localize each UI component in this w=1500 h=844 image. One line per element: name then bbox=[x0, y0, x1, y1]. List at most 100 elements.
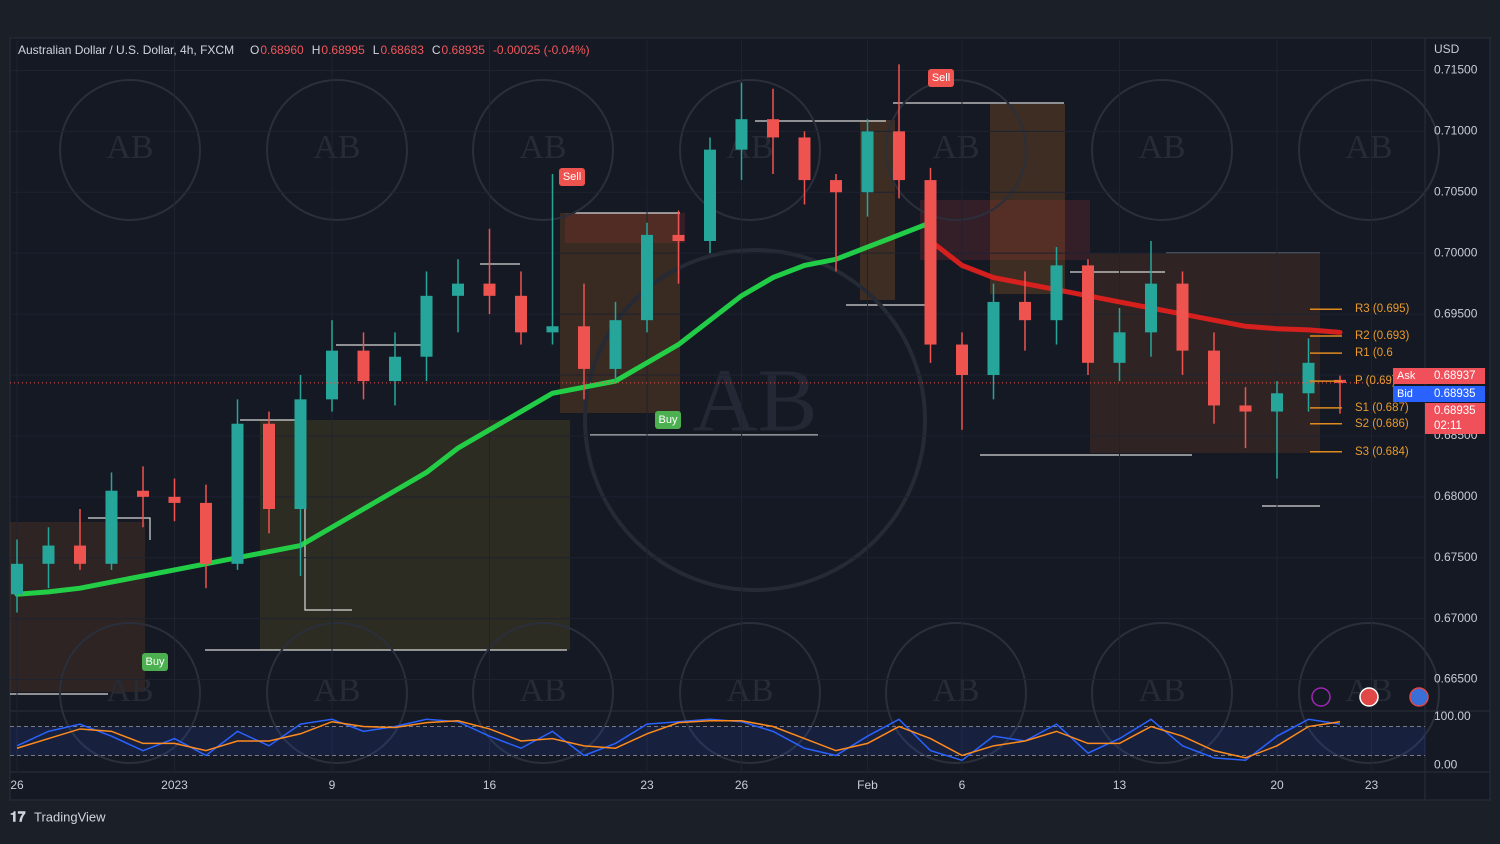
signal-label: Buy bbox=[659, 414, 678, 426]
candle-body bbox=[767, 119, 779, 138]
moving-average bbox=[14, 220, 933, 597]
badge-value: 0.68937 bbox=[1434, 370, 1476, 382]
zone bbox=[1090, 253, 1320, 453]
candle-body bbox=[704, 149, 716, 241]
pivot-label: R1 (0.6 bbox=[1355, 347, 1393, 359]
range-zones bbox=[10, 102, 1320, 695]
candle-body bbox=[105, 490, 118, 564]
ohlc-value: 0.68683 bbox=[380, 43, 424, 57]
y-tick-label: 0.68000 bbox=[1434, 489, 1478, 503]
pivot-label: R3 (0.695) bbox=[1355, 303, 1410, 315]
ohlc-key: C bbox=[432, 43, 441, 57]
candle-body bbox=[987, 301, 1000, 375]
candle-body bbox=[1082, 265, 1094, 363]
candle-body bbox=[1302, 362, 1315, 394]
moving-average bbox=[928, 238, 1343, 335]
watermark: AB bbox=[1345, 129, 1392, 166]
event-icon[interactable] bbox=[1311, 687, 1331, 707]
badge-label: Ask bbox=[1397, 370, 1416, 382]
pivot-label: P (0.69) bbox=[1355, 375, 1396, 387]
pivot-label: R2 (0.693) bbox=[1355, 330, 1410, 342]
x-tick-label: 23 bbox=[1365, 778, 1379, 792]
x-tick-label: 9 bbox=[329, 778, 336, 792]
brand: TradingView bbox=[34, 809, 106, 824]
x-tick-label: 2023 bbox=[161, 778, 188, 792]
badge-value: 0.68935 bbox=[1434, 405, 1476, 417]
candle-body bbox=[231, 423, 244, 564]
candle-body bbox=[74, 545, 86, 564]
candle-body bbox=[546, 326, 559, 333]
zone bbox=[260, 420, 570, 650]
ohlc-value: 0.68935 bbox=[442, 43, 486, 57]
flag-icon[interactable] bbox=[1409, 687, 1429, 707]
badge-label: Bid bbox=[1397, 388, 1413, 400]
watermark: AB bbox=[313, 672, 360, 709]
watermark-ring bbox=[679, 79, 821, 221]
pivot-label: S3 (0.684) bbox=[1355, 446, 1409, 458]
ohlc-key: H bbox=[312, 43, 321, 57]
x-tick-label: 26 bbox=[735, 778, 749, 792]
watermark: AB bbox=[106, 672, 153, 709]
candle-body bbox=[1050, 265, 1063, 321]
watermark: AB bbox=[1138, 129, 1185, 166]
candle-body bbox=[735, 119, 748, 150]
watermark: AB bbox=[932, 672, 979, 709]
watermark-ring bbox=[1091, 79, 1233, 221]
candle-body bbox=[168, 496, 181, 503]
flag-icon[interactable] bbox=[1359, 687, 1379, 707]
ohlc-value: 0.68960 bbox=[260, 43, 304, 57]
price-badge bbox=[1393, 368, 1485, 384]
osc-tick-label: 100.00 bbox=[1434, 709, 1471, 723]
candle-body bbox=[641, 234, 653, 321]
watermarks: ABABABABABABABABABABABABABABAB bbox=[59, 79, 1440, 764]
chart-frame bbox=[9, 37, 1491, 801]
watermark-ring bbox=[885, 622, 1027, 764]
x-tick-label: Feb bbox=[857, 778, 878, 792]
watermark: AB bbox=[932, 129, 979, 166]
watermark-ring bbox=[59, 622, 201, 764]
badge-value: 0.68935 bbox=[1434, 388, 1476, 400]
candle-body bbox=[515, 295, 527, 333]
watermark-ring bbox=[583, 248, 927, 592]
badge-timer: 02:11 bbox=[1434, 420, 1462, 432]
symbol: Australian Dollar / U.S. Dollar, 4h, FXC… bbox=[18, 43, 234, 57]
signal-badge bbox=[655, 411, 681, 429]
osc-tick-label: 0.00 bbox=[1434, 757, 1458, 771]
x-tick-label: 16 bbox=[483, 778, 497, 792]
y-tick-label: 0.71000 bbox=[1434, 124, 1478, 138]
logo-mark: 𝟏𝟕 bbox=[10, 809, 26, 825]
candle-body bbox=[956, 344, 968, 375]
watermark: AB bbox=[519, 672, 566, 709]
x-tick-label: 20 bbox=[1270, 778, 1284, 792]
candle-body bbox=[830, 180, 842, 193]
watermark: AB bbox=[313, 129, 360, 166]
oscillator-line bbox=[16, 719, 1341, 759]
signal-badge bbox=[559, 168, 585, 186]
ohlc-value: 0.68995 bbox=[321, 43, 365, 57]
candle-body bbox=[11, 563, 23, 595]
price-badge bbox=[1425, 403, 1485, 434]
candle-body bbox=[420, 295, 433, 357]
candle-body bbox=[389, 356, 401, 382]
candle-body bbox=[924, 180, 937, 345]
candle-body bbox=[483, 283, 496, 296]
oscillator-pane: 100.00 0.00 bbox=[10, 709, 1471, 771]
watermark-ring bbox=[59, 79, 201, 221]
candle-body bbox=[798, 137, 811, 181]
candle-body bbox=[861, 131, 874, 193]
ohlc-key: O bbox=[250, 43, 259, 57]
watermark-ring bbox=[266, 79, 408, 221]
candle-body bbox=[1239, 405, 1252, 412]
candle-body bbox=[1113, 332, 1126, 363]
candle-body bbox=[578, 326, 590, 369]
candle-body bbox=[200, 502, 212, 564]
candle-body bbox=[1145, 283, 1157, 333]
watermark-ring bbox=[679, 622, 821, 764]
x-tick-label: 23 bbox=[640, 778, 654, 792]
y-tick-label: 0.70000 bbox=[1434, 245, 1478, 259]
y-tick-label: 0.71500 bbox=[1434, 63, 1478, 77]
candle-body bbox=[672, 234, 685, 241]
zone bbox=[920, 200, 1090, 260]
y-tick-label: 0.69500 bbox=[1434, 306, 1478, 320]
